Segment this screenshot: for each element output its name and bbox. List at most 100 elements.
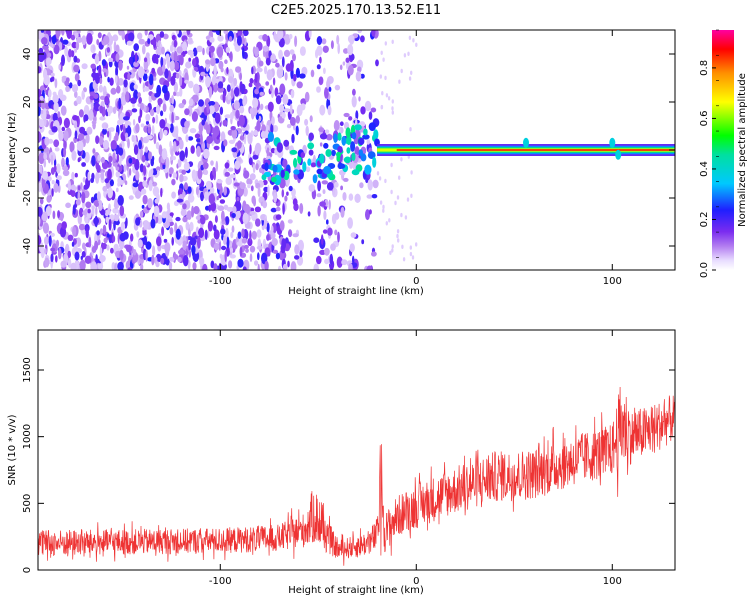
spectrogram-cell [161,226,165,236]
spectrogram-cell [116,85,121,94]
spectrogram-cell [185,221,190,231]
spectrogram-cell [127,267,133,270]
spectrogram-cell [236,241,242,246]
spectrogram-cell [256,120,261,132]
spectrogram-cell [165,157,170,169]
spectrogram-cell [50,72,55,77]
spectrogram-cell [200,191,204,202]
spectrogram-cell [283,139,290,147]
spectrogram-cell [178,139,184,150]
spectrogram-cell [323,142,329,149]
spectrogram-cell [289,49,295,55]
spectrogram-cell [240,83,246,92]
spectrogram-cell [99,95,106,101]
spectrogram-cell [415,242,418,247]
spectrogram-cell [187,186,192,194]
spectrogram-cell [38,105,41,117]
spectrogram-cell [265,81,270,86]
spectrogram-cell [207,114,210,125]
x-tick-label: -100 [209,276,232,287]
spectrogram-cell [110,247,114,254]
spectrogram-cell [160,187,163,198]
spectrogram-cell [188,98,194,107]
spectrogram-cell [230,126,236,131]
spectrogram-cell [115,131,119,142]
spectrogram-cell [409,251,413,257]
spectrogram-cell [44,257,50,268]
spectrogram-cell [99,246,103,258]
spectrogram-cell [41,37,48,45]
spectrogram-cell [115,66,119,77]
spectrogram-cell [184,79,189,84]
spectrogram-cell [394,200,397,206]
spectrogram-cell [38,235,42,246]
spectrogram-cell [81,63,88,70]
spectrogram-cell [69,82,73,89]
spectrogram-cell [61,126,66,132]
spectrogram-cell [40,30,44,33]
spectrogram-cell [205,180,212,190]
spectrogram-cell [74,251,80,261]
spectrogram-cell [295,125,299,136]
spectrogram-cell [368,111,373,120]
spectrogram-cell [175,30,180,35]
spectrogram-cell [213,242,220,251]
spectrogram-cell [143,87,150,92]
spectrogram-cell [78,223,85,231]
spectrogram-cell [151,254,155,266]
spectrogram-cell [208,105,215,115]
spectrogram-cell [137,66,145,78]
spectrogram-cell [171,34,176,41]
spectrogram-cell [178,70,182,77]
spectrogram-cell [140,102,144,111]
spectrogram-cell [358,96,361,102]
spectrogram-cell [243,170,250,179]
spectrogram-cell [354,193,361,203]
spectrogram-cell [63,130,69,142]
spectrogram-cell [202,47,205,56]
spectrogram-cell [391,99,394,104]
spectrogram-cell [173,140,177,153]
spectrogram-cell [152,76,157,81]
spectrogram-cell [40,109,44,115]
spectrogram-cell [184,182,188,191]
spectrogram-cell [42,222,50,234]
spectrogram-cell [125,91,130,103]
spectrogram-cell [151,125,155,136]
spectrogram-cell [249,211,256,215]
spectrogram-cell [294,244,300,255]
spectrogram-cell [224,114,232,119]
spectrogram-cell [175,228,181,240]
spectrogram-cell [308,30,312,39]
spectrogram-cell [407,51,410,56]
spectrogram-cell [331,149,336,157]
spectrogram-cell [46,195,52,203]
spectrogram-cell [308,184,316,192]
spectrogram-cell [351,152,356,161]
spectrogram-cell [49,232,56,237]
spectrogram-cell [83,104,90,116]
spectrogram-cell [325,134,333,141]
spectrogram-cell [200,215,206,225]
spectrogram-cell [282,158,288,168]
spectrogram-cell [272,125,279,133]
spectrogram-cell [50,43,54,48]
spectrogram-cell [179,87,183,97]
spectrogram-cell [313,263,319,270]
spectrogram-cell [281,189,285,198]
spectrogram-cell [204,229,208,240]
spectrogram-cell [55,255,58,263]
spectrogram-cell [109,214,115,221]
spectrogram-cell [80,255,84,260]
spectrogram-cell [138,140,143,150]
spectrogram-cell [390,189,393,195]
spectrogram-cell [40,51,47,60]
spectrogram-cell [316,193,322,198]
spectrogram-cell [141,204,145,209]
spectrogram-cell [215,30,221,36]
spectrogram-cell [228,76,234,84]
spectrogram-cell [67,234,74,241]
spectrogram-cell [42,170,48,180]
spectrogram-cell [347,217,353,229]
